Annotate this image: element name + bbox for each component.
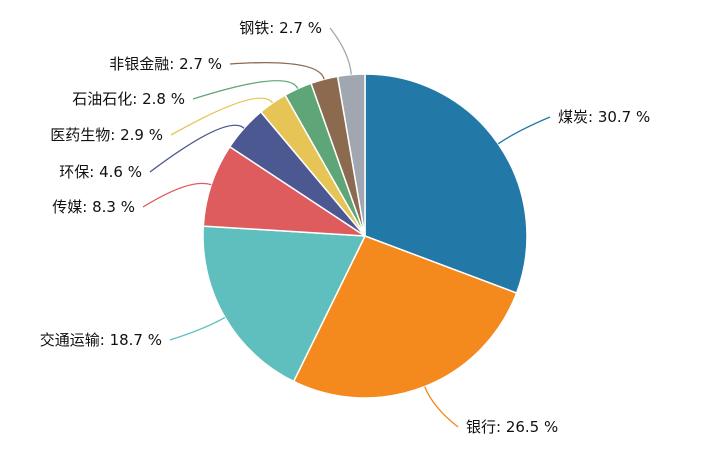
leader-line: [229, 62, 325, 80]
leader-line: [169, 316, 226, 341]
slice-label: 非银金融: 2.7 %: [109, 55, 222, 73]
pie-slice[interactable]: [364, 73, 528, 294]
slice-label: 煤炭: 30.7 %: [558, 108, 650, 126]
slice-label: 传媒: 8.3 %: [52, 198, 135, 216]
slice-label: 银行: 26.5 %: [466, 418, 558, 436]
leader-line: [329, 27, 352, 75]
slice-label: 医药生物: 2.9 %: [50, 126, 163, 144]
leader-line: [497, 116, 551, 145]
slice-label: 钢铁: 2.7 %: [239, 19, 322, 37]
pie-slice[interactable]: [336, 73, 366, 237]
slice-label: 环保: 4.6 %: [59, 163, 142, 181]
leader-line: [424, 386, 459, 428]
slice-label: 交通运输: 18.7 %: [40, 331, 162, 349]
slice-label: 石油石化: 2.8 %: [72, 90, 185, 108]
leader-line: [142, 182, 212, 208]
leader-line: [192, 80, 299, 100]
leader-line: [149, 124, 245, 173]
leader-line: [170, 97, 274, 136]
